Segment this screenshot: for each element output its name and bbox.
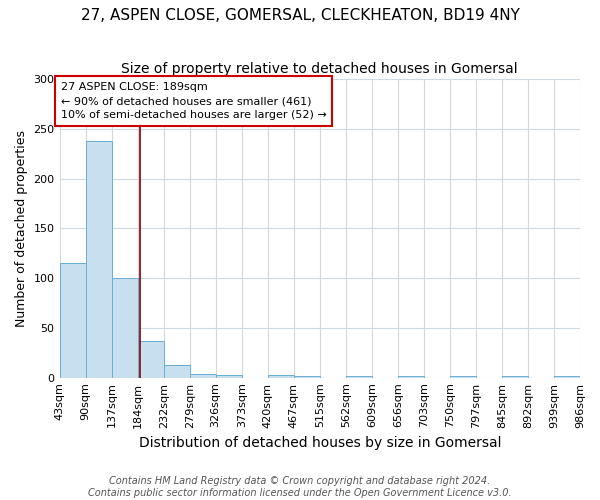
Bar [59,263,86,378]
Bar [190,374,215,378]
Bar [215,374,242,378]
Bar [164,364,190,378]
Title: Size of property relative to detached houses in Gomersal: Size of property relative to detached ho… [121,62,518,76]
Bar [294,376,320,378]
Text: 27, ASPEN CLOSE, GOMERSAL, CLECKHEATON, BD19 4NY: 27, ASPEN CLOSE, GOMERSAL, CLECKHEATON, … [80,8,520,22]
Bar [112,278,137,378]
Y-axis label: Number of detached properties: Number of detached properties [15,130,28,327]
Bar [86,141,112,378]
Text: 27 ASPEN CLOSE: 189sqm
← 90% of detached houses are smaller (461)
10% of semi-de: 27 ASPEN CLOSE: 189sqm ← 90% of detached… [61,82,326,120]
Bar [137,341,164,378]
Bar [450,376,476,378]
Bar [554,376,580,378]
Text: Contains HM Land Registry data © Crown copyright and database right 2024.
Contai: Contains HM Land Registry data © Crown c… [88,476,512,498]
Bar [346,376,372,378]
Bar [268,374,294,378]
Bar [502,376,528,378]
Bar [398,376,424,378]
X-axis label: Distribution of detached houses by size in Gomersal: Distribution of detached houses by size … [139,436,501,450]
